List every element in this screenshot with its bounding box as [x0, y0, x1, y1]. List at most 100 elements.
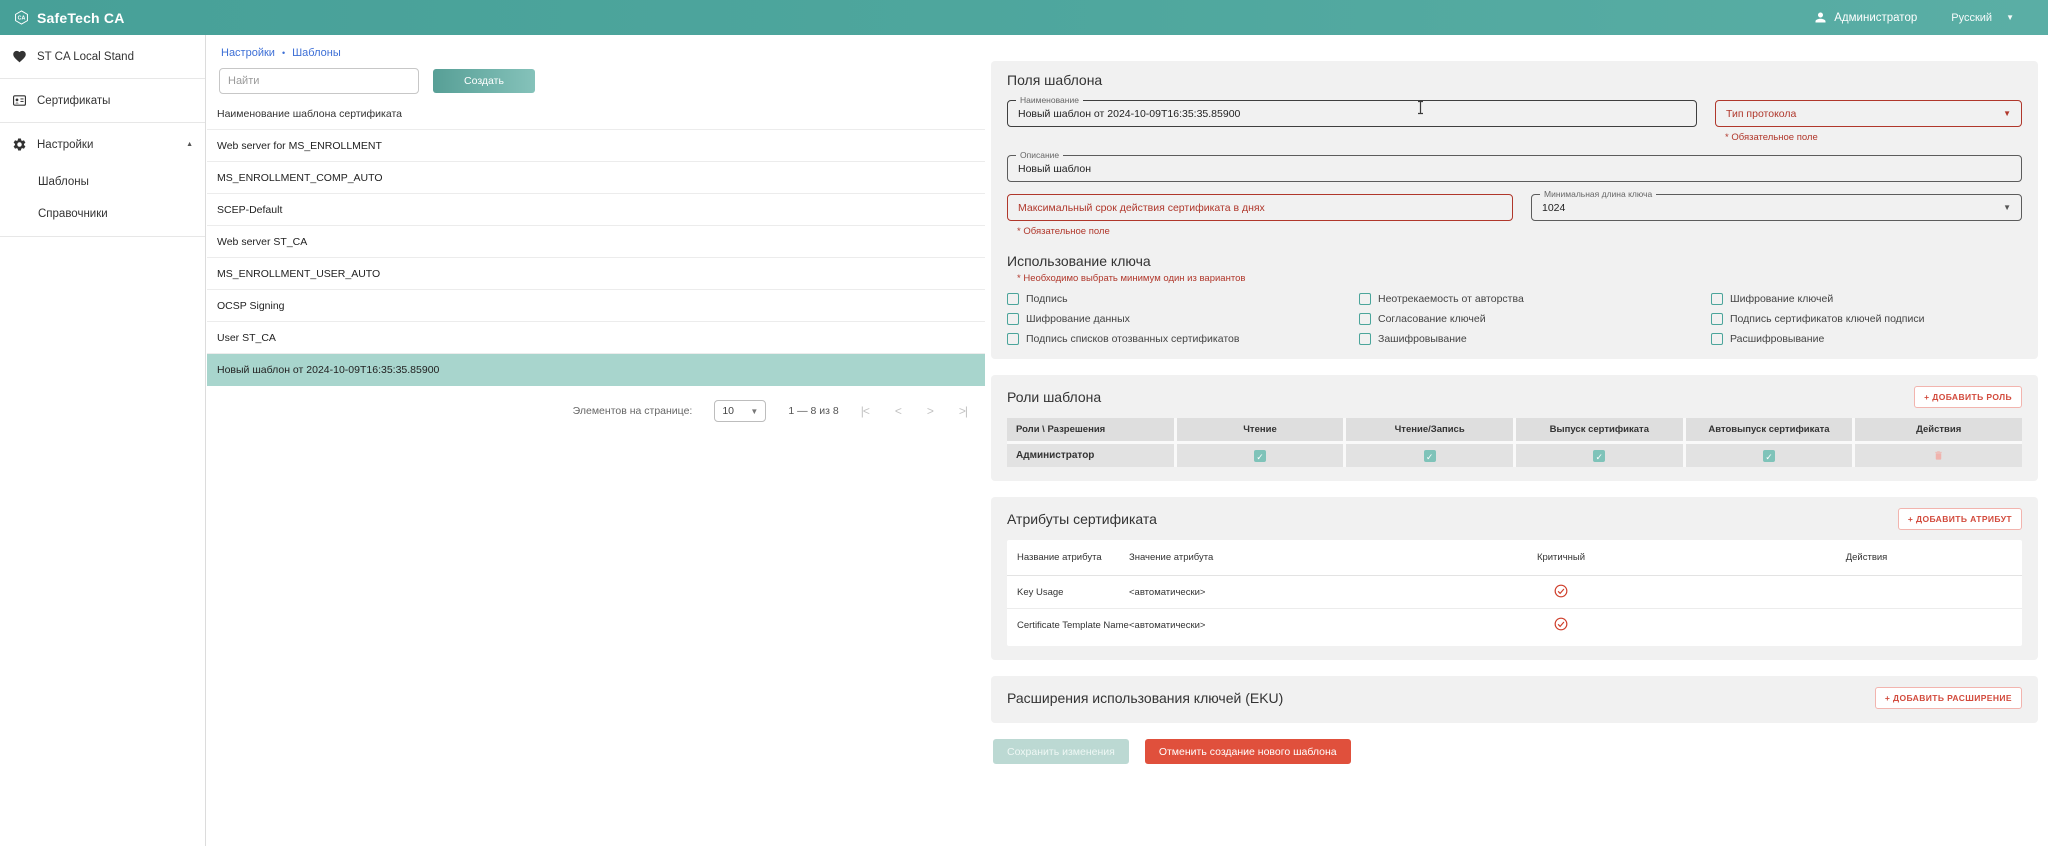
critical-check-icon [1554, 584, 1568, 597]
add-attribute-button[interactable]: + ДОБАВИТЬ АТРИБУТ [1897, 508, 2022, 530]
chevron-down-icon: ▼ [2006, 12, 2014, 22]
checkbox-signature[interactable]: Подпись [1007, 293, 1359, 305]
attr-header-name: Название атрибута [1017, 552, 1102, 563]
template-row[interactable]: SCEP-Default [207, 194, 985, 226]
sidebar-item-label: Настройки [37, 138, 94, 151]
attribute-name: Key Usage [1017, 586, 1064, 598]
checkbox-label: Согласование ключей [1378, 313, 1486, 325]
user-menu[interactable]: Администратор [1813, 10, 1917, 25]
role-name-cell: Администратор [1007, 444, 1174, 467]
last-page-icon[interactable]: >| [958, 404, 968, 418]
checkbox-label: Расшифровывание [1730, 333, 1825, 345]
attribute-row: Certificate Template Name <автоматически… [1007, 609, 2022, 642]
sidebar-item-templates[interactable]: Шаблоны [38, 176, 89, 188]
certificate-icon [13, 95, 26, 106]
checkbox-label: Шифрование ключей [1730, 293, 1834, 305]
breadcrumb: Настройки • Шаблоны [207, 35, 985, 59]
checkbox-icon [1711, 293, 1723, 305]
min-key-length-select[interactable]: Минимальная длина ключа 1024 ▼ [1531, 189, 2022, 221]
checkbox-data-encipherment[interactable]: Шифрование данных [1007, 313, 1359, 325]
sidebar-item-certificates[interactable]: Сертификаты [0, 79, 205, 123]
templates-list-panel: Настройки • Шаблоны Создать Наименование… [207, 35, 985, 846]
attr-header-actions: Действия [1845, 552, 1888, 563]
max-term-field[interactable]: Максимальный срок действия сертификата в… [1007, 194, 1513, 221]
checkbox-key-encipherment[interactable]: Шифрование ключей [1711, 293, 2022, 305]
attr-header-value: Значение атрибута [1129, 552, 1214, 563]
save-button[interactable]: Сохранить изменения [993, 739, 1129, 764]
breadcrumb-templates[interactable]: Шаблоны [292, 47, 341, 59]
attribute-row: Key Usage <автоматически> [1007, 576, 2022, 609]
brand: CA SafeTech CA [14, 10, 125, 26]
next-page-icon[interactable]: > [926, 404, 934, 418]
chevron-down-icon: ▼ [2003, 203, 2011, 212]
page-size-select[interactable]: 10 ▼ [714, 400, 767, 422]
roles-table: Роли \ Разрешения Чтение Чтение/Запись В… [1007, 418, 2022, 467]
add-role-button[interactable]: + ДОБАВИТЬ РОЛЬ [1914, 386, 2022, 408]
roles-header-read: Чтение [1176, 418, 1344, 441]
checkbox-key-agreement[interactable]: Согласование ключей [1359, 313, 1711, 325]
role-issue-checkbox-cell[interactable]: ✓ [1516, 444, 1683, 467]
sidebar: ST CA Local Stand Сертификаты Настройки … [0, 35, 206, 846]
brand-name: SafeTech CA [37, 9, 125, 26]
heart-icon [13, 50, 26, 63]
protocol-type-select[interactable]: Тип протокола ▼ [1715, 100, 2022, 127]
breadcrumb-settings[interactable]: Настройки [221, 47, 275, 59]
template-row[interactable]: MS_ENROLLMENT_USER_AUTO [207, 258, 985, 290]
checkbox-key-cert-sign[interactable]: Подпись сертификатов ключей подписи [1711, 313, 2022, 325]
checkbox-label: Подпись списков отозванных сертификатов [1026, 333, 1240, 345]
checkbox-icon [1359, 313, 1371, 325]
sidebar-item-ca-stand[interactable]: ST CA Local Stand [0, 35, 205, 79]
svg-text:CA: CA [18, 15, 26, 21]
first-page-icon[interactable]: |< [860, 404, 870, 418]
roles-header-actions: Действия [1855, 418, 2022, 441]
roles-header-auto-issue: Автовыпуск сертификата [1685, 418, 1853, 441]
template-row[interactable]: MS_ENROLLMENT_COMP_AUTO [207, 162, 985, 194]
role-auto-issue-checkbox-cell[interactable]: ✓ [1685, 444, 1853, 467]
previous-page-icon[interactable]: < [894, 404, 902, 418]
checkbox-crl-sign[interactable]: Подпись списков отозванных сертификатов [1007, 333, 1359, 345]
template-row[interactable]: OCSP Signing [207, 290, 985, 322]
role-read-write-checkbox-cell[interactable]: ✓ [1346, 444, 1513, 467]
create-button[interactable]: Создать [433, 69, 535, 93]
cancel-button[interactable]: Отменить создание нового шаблона [1144, 739, 1351, 764]
sidebar-item-label: ST CA Local Stand [37, 50, 134, 63]
role-delete-cell[interactable] [1855, 444, 2022, 467]
roles-header-permissions: Роли \ Разрешения [1007, 418, 1174, 441]
sidebar-item-settings[interactable]: Настройки ▲ [0, 123, 205, 166]
checkbox-label: Подпись [1026, 293, 1068, 305]
key-usage-required-note: * Необходимо выбрать минимум один из вар… [1017, 273, 1246, 284]
template-row-selected[interactable]: Новый шаблон от 2024-10-09T16:35:35.8590… [207, 354, 985, 386]
protocol-type-placeholder: Тип протокола [1726, 107, 1797, 120]
attr-header-critical: Критичный [1536, 552, 1586, 563]
user-name: Администратор [1834, 11, 1918, 24]
name-field[interactable]: Наименование Новый шаблон от 2024-10-09T… [1007, 95, 1697, 127]
checkbox-icon [1007, 293, 1019, 305]
template-fields-card: Поля шаблона Наименование Новый шаблон о… [991, 61, 2038, 359]
template-row[interactable]: User ST_CA [207, 322, 985, 354]
checkbox-label: Зашифровывание [1378, 333, 1467, 345]
language-selector[interactable]: Русский ▼ [1951, 12, 2014, 24]
template-row[interactable]: Web server ST_CA [207, 226, 985, 258]
key-usage-options: Подпись Неотрекаемость от авторства Шифр… [1007, 293, 2022, 345]
checkbox-decipher-only[interactable]: Расшифровывание [1711, 333, 2022, 345]
template-row[interactable]: Web server for MS_ENROLLMENT [207, 130, 985, 162]
checkbox-icon [1711, 333, 1723, 345]
sidebar-item-directories[interactable]: Справочники [38, 208, 108, 220]
add-extension-button[interactable]: + ДОБАВИТЬ РАСШИРЕНИЕ [1874, 687, 2022, 709]
section-title-attributes: Атрибуты сертификата [1007, 511, 1157, 527]
checkbox-label: Подпись сертификатов ключей подписи [1730, 313, 1925, 325]
search-input[interactable] [219, 68, 419, 94]
checkbox-encipher-only[interactable]: Зашифровывание [1359, 333, 1711, 345]
max-term-placeholder: Максимальный срок действия сертификата в… [1018, 201, 1265, 214]
checkbox-checked-icon: ✓ [1593, 449, 1606, 462]
checkbox-non-repudiation[interactable]: Неотрекаемость от авторства [1359, 293, 1711, 305]
form-actions: Сохранить изменения Отменить создание но… [991, 739, 2038, 764]
text-cursor [1418, 100, 1423, 115]
description-field[interactable]: Описание Новый шаблон [1007, 150, 2022, 182]
section-title-roles: Роли шаблона [1007, 389, 1102, 405]
role-read-checkbox-cell[interactable]: ✓ [1176, 444, 1344, 467]
page-size-label: Элементов на странице: [572, 405, 693, 417]
checkbox-icon [1359, 293, 1371, 305]
template-roles-card: Роли шаблона + ДОБАВИТЬ РОЛЬ Роли \ Разр… [991, 375, 2038, 481]
roles-header-read-write: Чтение/Запись [1346, 418, 1513, 441]
